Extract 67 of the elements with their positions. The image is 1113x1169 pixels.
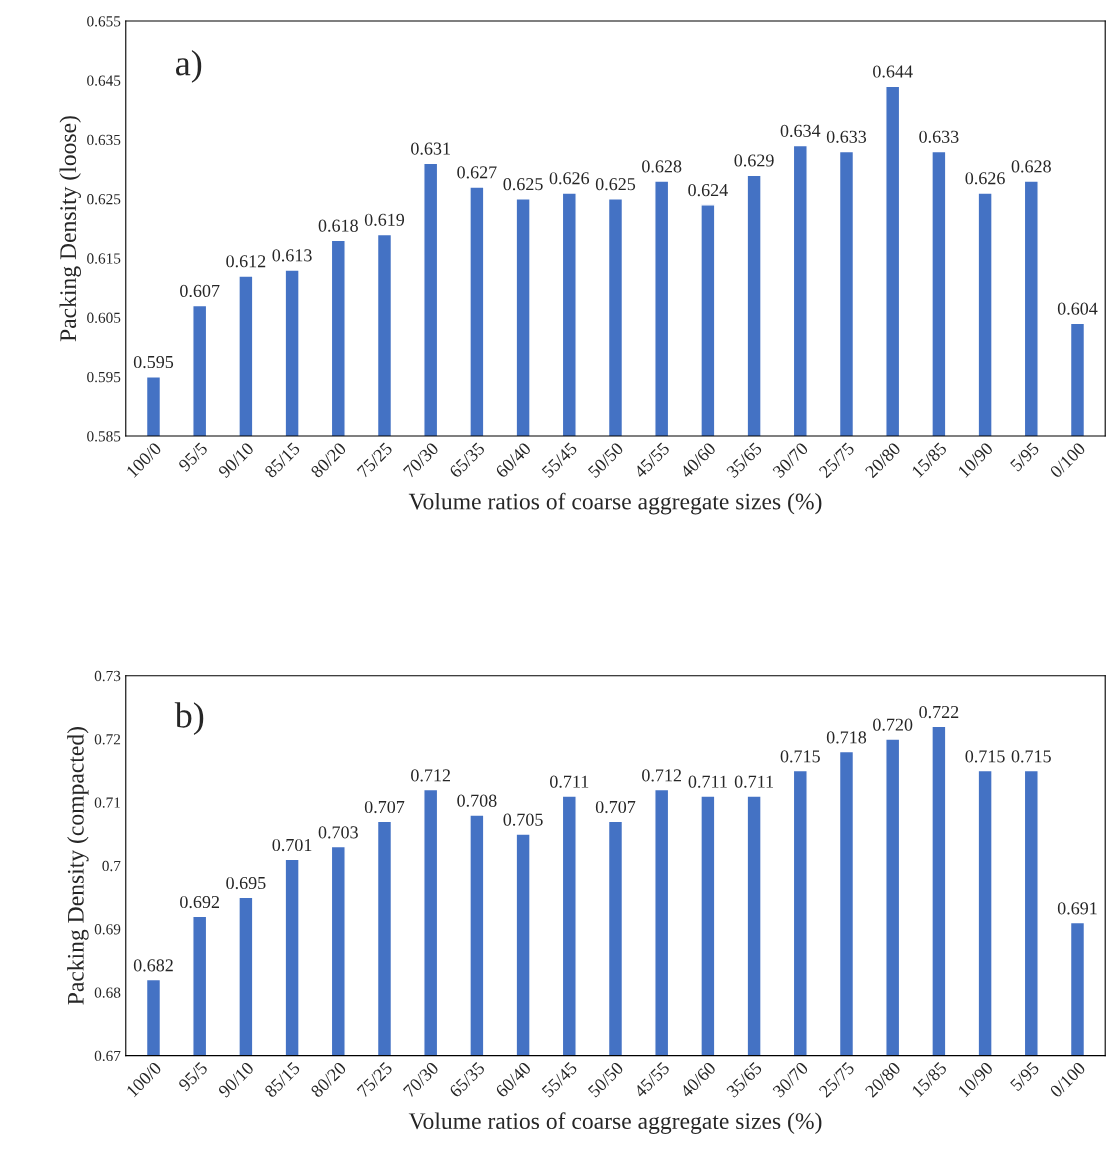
data-label: 0.711 <box>550 775 589 788</box>
data-label: 0.612 <box>226 255 266 268</box>
data-label: 0.619 <box>364 213 405 226</box>
x-tick-label: 95/5 <box>177 441 209 473</box>
y-tick-label: 0.645 <box>87 75 121 86</box>
data-label: 0.627 <box>457 166 497 179</box>
data-label: 0.682 <box>133 959 173 972</box>
y-tick-label: 0.605 <box>87 312 121 323</box>
data-label: 0.707 <box>364 800 405 814</box>
data-label: 0.691 <box>1057 902 1097 915</box>
y-tick-label: 0.68 <box>94 987 121 998</box>
data-label: 0.708 <box>457 794 497 807</box>
data-label: 0.631 <box>411 142 450 155</box>
data-label: 0.624 <box>688 183 728 197</box>
y-axis-title: Packing Density (compacted) <box>67 727 89 1005</box>
data-label: 0.625 <box>503 178 543 191</box>
data-label: 0.692 <box>180 895 220 909</box>
x-tick-label: 5/95 <box>1009 441 1040 472</box>
y-tick-label: 0.72 <box>94 734 121 745</box>
data-label: 0.705 <box>503 813 543 826</box>
data-label: 0.703 <box>318 826 358 839</box>
data-label: 0.695 <box>226 876 266 890</box>
data-label: 0.613 <box>272 249 312 262</box>
data-label: 0.618 <box>318 219 358 232</box>
data-label: 0.712 <box>411 769 451 782</box>
y-tick-label: 0.7 <box>102 860 121 872</box>
y-tick-label: 0.655 <box>87 16 121 27</box>
data-label: 0.711 <box>734 775 773 788</box>
x-tick-label: 5/95 <box>1009 1061 1040 1092</box>
data-label: 0.715 <box>780 750 820 763</box>
data-label: 0.715 <box>1011 750 1051 763</box>
y-tick-label: 0.67 <box>94 1050 121 1062</box>
y-tick-label: 0.73 <box>94 670 121 682</box>
data-label: 0.711 <box>688 775 727 788</box>
data-label: 0.722 <box>919 705 959 719</box>
annotation: a) <box>176 50 202 83</box>
y-tick-label: 0.625 <box>87 194 121 205</box>
data-label: 0.644 <box>873 65 913 78</box>
x-axis-title: Volume ratios of coarse aggregate sizes (%) <box>408 1112 822 1134</box>
x-axis-title: Volume ratios of coarse aggregate sizes (%) <box>408 492 822 515</box>
annotation: b) <box>174 702 204 736</box>
y-tick-label: 0.595 <box>87 371 121 383</box>
y-tick-label: 0.615 <box>87 253 121 264</box>
data-label: 0.595 <box>133 355 174 369</box>
data-label: 0.707 <box>595 800 636 814</box>
data-label: 0.712 <box>642 769 682 782</box>
y-tick-label: 0.635 <box>87 134 121 146</box>
y-tick-label: 0.585 <box>87 431 121 442</box>
data-label: 0.720 <box>873 718 913 731</box>
data-label: 0.607 <box>180 284 220 298</box>
data-label: 0.718 <box>826 731 867 744</box>
data-label: 0.628 <box>1011 160 1051 173</box>
data-label: 0.629 <box>734 154 774 167</box>
data-label: 0.628 <box>642 160 682 173</box>
y-axis-title: Packing Density (loose) <box>59 116 81 342</box>
data-label: 0.625 <box>595 178 636 191</box>
data-label: 0.701 <box>272 838 312 852</box>
data-label: 0.604 <box>1057 302 1098 315</box>
x-tick-label: 95/5 <box>177 1061 209 1092</box>
data-label: 0.626 <box>549 172 590 185</box>
y-tick-label: 0.71 <box>94 797 120 808</box>
data-label: 0.633 <box>826 130 867 143</box>
y-tick-label: 0.69 <box>94 924 121 935</box>
data-label: 0.633 <box>919 130 959 143</box>
data-label: 0.626 <box>965 172 1005 185</box>
data-label: 0.715 <box>965 750 1005 763</box>
data-label: 0.634 <box>780 124 821 137</box>
